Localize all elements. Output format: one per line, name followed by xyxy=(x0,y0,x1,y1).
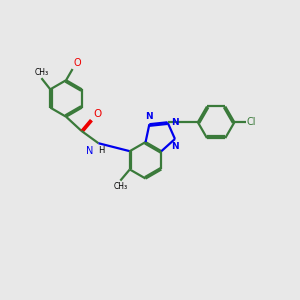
Text: N: N xyxy=(171,118,179,127)
Text: O: O xyxy=(93,109,101,119)
Text: H: H xyxy=(98,146,104,154)
Text: O: O xyxy=(74,58,81,68)
Text: N: N xyxy=(146,112,153,121)
Text: N: N xyxy=(86,146,93,156)
Text: Cl: Cl xyxy=(247,117,256,127)
Text: CH₃: CH₃ xyxy=(113,182,128,191)
Text: N: N xyxy=(171,142,179,151)
Text: CH₃: CH₃ xyxy=(34,68,49,77)
